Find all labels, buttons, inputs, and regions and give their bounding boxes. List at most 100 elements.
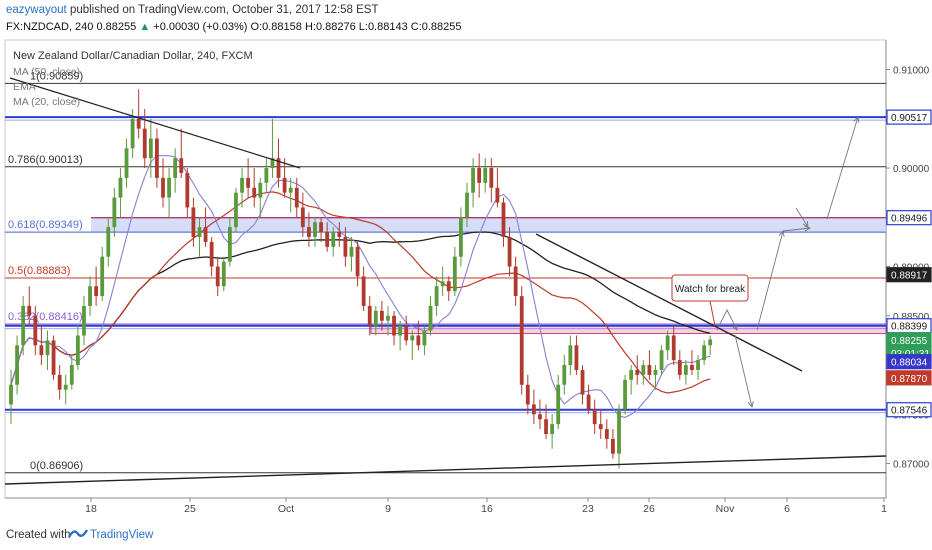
bullish-arrow-3-head — [802, 220, 809, 228]
annotation-pointer — [709, 300, 716, 327]
bullish-arrow-2-head — [804, 225, 812, 232]
candle-body — [428, 305, 433, 331]
price-change: +0.00030 (+0.03%) — [153, 21, 248, 33]
bullish-arrow-4-head — [853, 116, 860, 123]
candle-body — [702, 345, 707, 361]
fib-level-label: 0.5(0.88883) — [8, 265, 70, 277]
chart-header: eazywayout published on TradingView.com,… — [0, 0, 932, 38]
price-badge — [886, 210, 932, 226]
candle-body — [130, 118, 135, 149]
candle-body — [94, 286, 99, 297]
candle-body — [51, 340, 56, 375]
candle-body — [708, 339, 713, 346]
y-tick-label: 0.91000 — [893, 66, 930, 77]
candle-body — [185, 172, 190, 208]
candle-body — [683, 365, 688, 375]
candle-body — [343, 236, 348, 257]
candle-body — [294, 187, 299, 208]
candle-body — [367, 305, 372, 326]
candle-body — [191, 207, 196, 237]
candle-body — [355, 246, 360, 277]
candle-body — [538, 414, 542, 420]
candle-body — [562, 365, 567, 385]
price-badge-label: 0.87546 — [891, 406, 928, 417]
candle-body — [489, 168, 494, 188]
candle-body — [63, 384, 68, 390]
legend-ema: EMA — [13, 81, 36, 93]
candle-body — [240, 177, 244, 193]
candle-body — [124, 148, 129, 178]
price-badge-label: 0.87870 — [891, 374, 928, 385]
candle-body — [112, 197, 117, 228]
candle-body — [106, 227, 111, 257]
price-badge-label: 0.88399 — [891, 322, 928, 333]
x-tick-label: 25 — [184, 503, 196, 515]
candle-body — [434, 286, 439, 306]
bearish-arrow — [734, 334, 753, 408]
candle-body — [513, 266, 518, 297]
price-badge-label: 0.88917 — [891, 271, 928, 282]
legend-ma20: MA (20, close) — [13, 96, 80, 108]
bullish-arrow-4 — [826, 116, 859, 220]
candle-body — [465, 192, 469, 218]
price-badge — [886, 370, 932, 386]
x-tick-label: 16 — [481, 503, 493, 515]
candle-body — [598, 424, 603, 430]
candle-body — [227, 227, 232, 262]
chart-legend: New Zealand Dollar/Canadian Dollar, 240,… — [13, 50, 253, 108]
candle-body — [531, 404, 536, 415]
price-badge-label: 0.88255 — [891, 336, 928, 347]
candle-body — [88, 286, 92, 306]
candle-body — [167, 177, 171, 198]
candle-body — [446, 281, 451, 292]
candle-body — [404, 325, 409, 341]
author-link[interactable]: eazywayout — [6, 4, 67, 16]
candle-body — [282, 177, 287, 193]
published-text: published on TradingView.com, October 31… — [69, 4, 379, 16]
candle-body — [313, 222, 317, 237]
candle-body — [629, 369, 634, 380]
x-tick-label: Nov — [716, 503, 735, 515]
candle-body — [525, 384, 530, 405]
candle-body — [221, 261, 226, 287]
fib-level-label: 1(0.90859) — [30, 70, 83, 82]
tradingview-brand[interactable]: TradingView — [90, 529, 154, 541]
resistance-zone — [91, 217, 886, 233]
candle-body — [361, 276, 366, 306]
candle-body — [270, 158, 275, 169]
candle-body — [155, 138, 159, 178]
candle-body — [635, 369, 640, 375]
candle-body — [471, 168, 475, 193]
price-badge-label: 0.90517 — [891, 113, 928, 124]
x-tick-label: Oct — [278, 503, 294, 515]
candle-body — [452, 256, 457, 292]
candle-body — [325, 232, 330, 247]
candle-body — [15, 345, 19, 385]
candle-body — [264, 168, 269, 183]
tradingview-logo-icon — [68, 529, 88, 538]
price-badge — [886, 354, 932, 370]
price-chart[interactable]: 1(0.90859) 0.786(0.90013) 0.618(0.89349) 0.… — [0, 38, 932, 520]
candle-body — [197, 227, 202, 237]
desc-trendline — [535, 233, 803, 372]
candle-body — [57, 374, 62, 390]
annotation-text: Watch for break — [675, 284, 746, 295]
break-test-arrow-head — [731, 323, 738, 331]
x-tick-label: 1 — [881, 503, 887, 515]
candle-body — [173, 158, 178, 178]
candle-body — [398, 325, 403, 336]
candle-body — [696, 360, 700, 370]
legend-ma50: MA (50, close) — [13, 66, 80, 78]
symbol-label: FX:NZDCAD, 240 — [6, 21, 94, 33]
candle-body — [665, 335, 670, 351]
price-badge — [886, 109, 932, 125]
candle-body — [100, 256, 105, 297]
candle-body — [422, 330, 427, 346]
bullish-arrow-2 — [782, 227, 811, 232]
candle-body — [410, 335, 415, 341]
candle-body — [690, 365, 694, 370]
candle-body — [148, 138, 153, 159]
candle-body — [45, 340, 50, 356]
break-test-arrow — [716, 308, 738, 331]
candle-body — [331, 232, 336, 247]
